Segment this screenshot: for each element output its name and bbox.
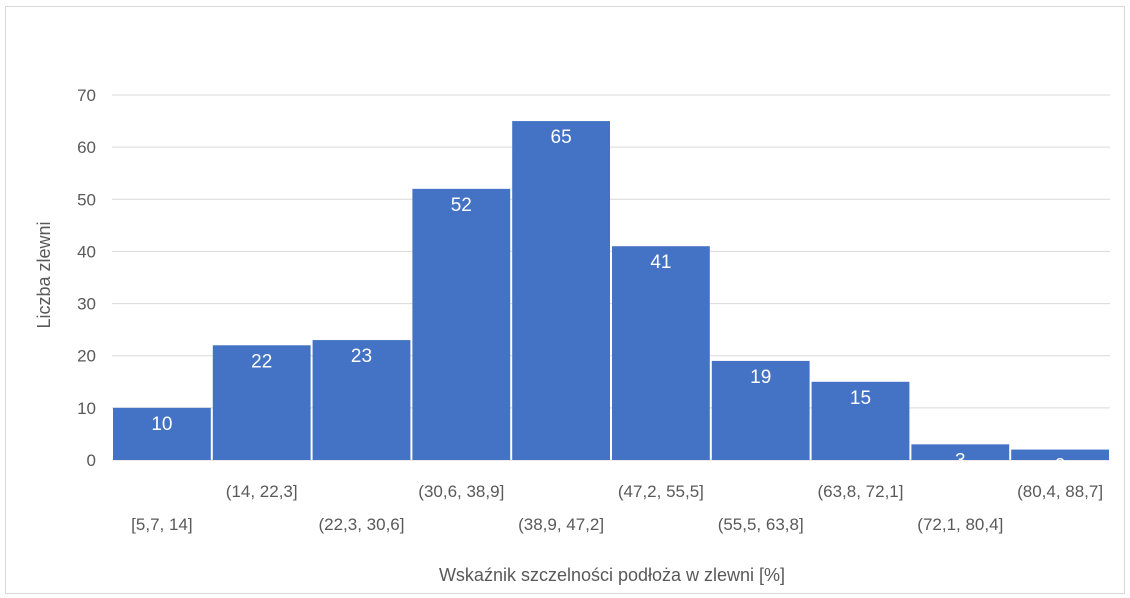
x-tick-label: (38,9, 47,2] [518, 515, 604, 534]
y-axis-ticks: 0 10 20 30 40 50 60 70 [77, 86, 96, 470]
y-tick-label: 30 [77, 295, 96, 314]
bar-value-label: 15 [850, 388, 871, 409]
y-tick-label: 50 [77, 190, 96, 209]
bar [811, 381, 910, 460]
bar-value-label: 52 [451, 195, 472, 216]
bar [212, 345, 311, 460]
x-tick-label: [5,7, 14] [131, 515, 192, 534]
bar-value-label: 10 [151, 414, 172, 435]
bar-value-label: 23 [351, 346, 372, 367]
x-tick-label: (63,8, 72,1] [817, 482, 903, 501]
y-tick-label: 20 [77, 347, 96, 366]
bar [612, 246, 710, 460]
y-tick-label: 70 [77, 86, 96, 105]
x-tick-label: (80,4, 88,7] [1017, 482, 1103, 501]
bar-value-label: 41 [650, 252, 671, 273]
bar [412, 188, 511, 460]
bar-value-label: 3 [955, 450, 966, 471]
x-tick-label: (47,2, 55,5] [618, 482, 704, 501]
bar-value-label: 65 [551, 127, 572, 148]
x-axis-ticks: [5,7, 14] (14, 22,3] (22,3, 30,6] (30,6, 38… [131, 482, 1103, 534]
bar-value-label: 2 [1055, 456, 1066, 477]
data-labels: 10 22 23 52 65 41 19 15 3 2 [151, 127, 1065, 477]
bars [113, 121, 1109, 461]
bar [1011, 449, 1109, 460]
y-axis-title: Liczba zlewni [34, 221, 54, 328]
x-tick-label: (22,3, 30,6] [318, 515, 404, 534]
x-tick-label: (14, 22,3] [226, 482, 298, 501]
y-tick-label: 10 [77, 399, 96, 418]
bar [312, 340, 411, 460]
bar [113, 407, 211, 460]
bar-value-label: 22 [251, 351, 272, 372]
x-axis-title: Wskaźnik szczelności podłoża w zlewni [%… [439, 565, 785, 585]
x-tick-label: (30,6, 38,9] [418, 482, 504, 501]
bar [911, 444, 1010, 460]
bar [711, 360, 810, 460]
x-tick-label: (72,1, 80,4] [917, 515, 1003, 534]
x-tick-label: (55,5, 63,8] [718, 515, 804, 534]
y-tick-label: 60 [77, 138, 96, 157]
y-tick-label: 0 [87, 451, 96, 470]
y-tick-label: 40 [77, 242, 96, 261]
bar [512, 121, 610, 461]
bar-value-label: 19 [750, 367, 771, 388]
